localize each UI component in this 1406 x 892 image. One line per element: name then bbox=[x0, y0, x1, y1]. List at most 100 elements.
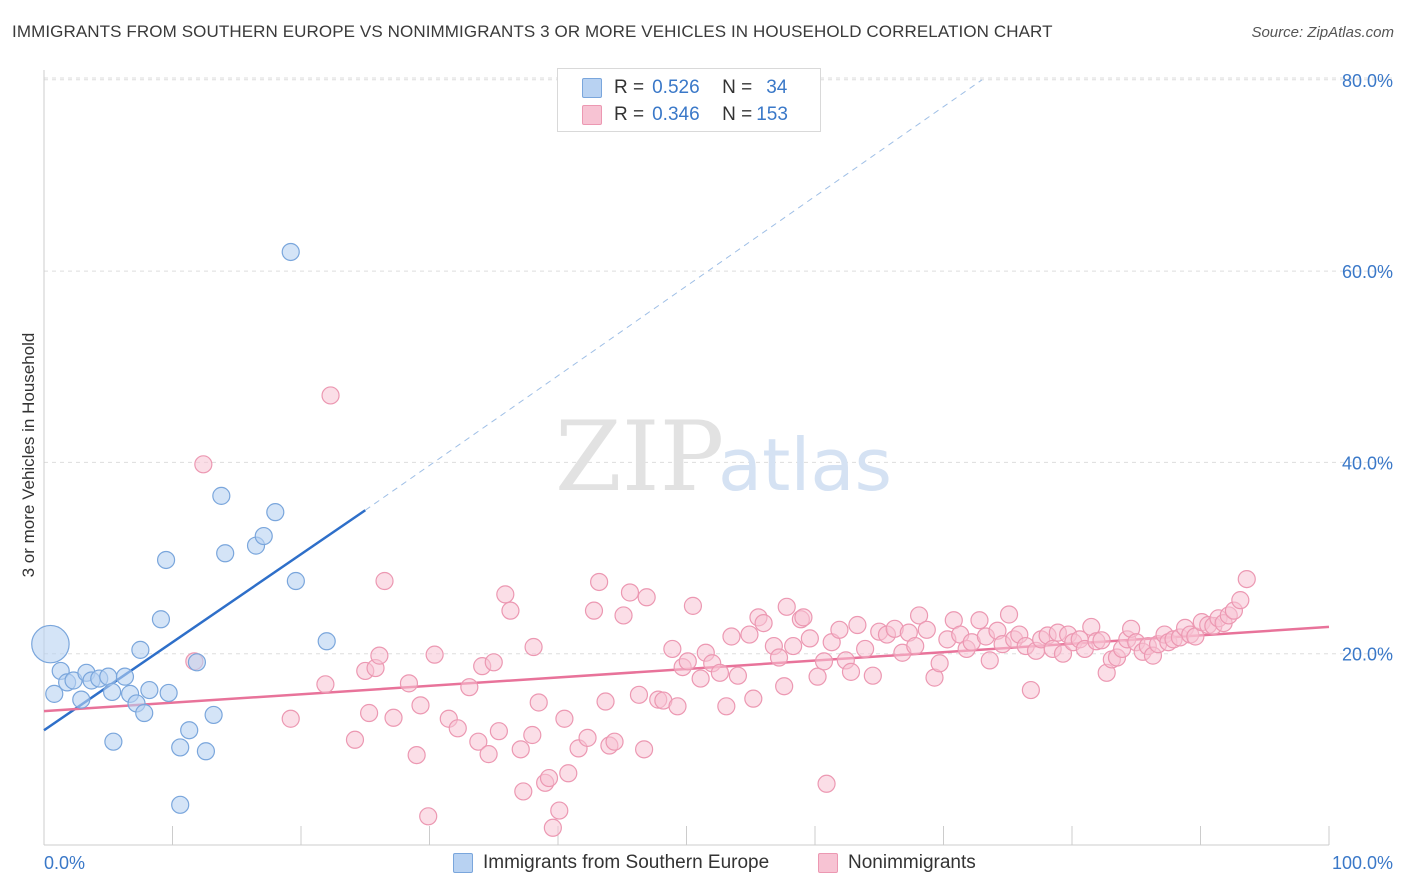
y-tick-label: 40.0% bbox=[1342, 453, 1393, 473]
point-nonimmigrants bbox=[740, 625, 759, 644]
point-nonimmigrants bbox=[559, 764, 578, 783]
point-immigrants bbox=[286, 571, 305, 591]
point-nonimmigrants bbox=[663, 639, 682, 659]
point-nonimmigrants bbox=[596, 692, 615, 711]
point-nonimmigrants bbox=[917, 620, 936, 639]
point-nonimmigrants bbox=[769, 648, 789, 667]
point-nonimmigrants bbox=[605, 732, 624, 751]
point-nonimmigrants bbox=[980, 651, 999, 670]
legend-r-label: R = bbox=[614, 104, 645, 125]
point-immigrants bbox=[180, 721, 199, 740]
point-immigrants bbox=[131, 640, 150, 659]
point-nonimmigrants bbox=[489, 722, 508, 741]
point-immigrants bbox=[281, 242, 300, 262]
point-nonimmigrants bbox=[1231, 591, 1250, 610]
point-nonimmigrants bbox=[808, 667, 827, 686]
point-nonimmigrants bbox=[523, 725, 542, 745]
correlation-legend: R = 0.526 N = 34 R = 0.346 N = 153 bbox=[557, 68, 821, 132]
point-nonimmigrants bbox=[316, 675, 335, 694]
point-nonimmigrants bbox=[194, 455, 213, 474]
point-immigrants bbox=[171, 795, 190, 814]
legend-r-label: R = bbox=[614, 77, 645, 98]
point-nonimmigrants bbox=[384, 708, 403, 727]
legend-n-value: 34 bbox=[766, 77, 788, 98]
point-nonimmigrants bbox=[479, 745, 498, 764]
legend-n-label: N = bbox=[722, 104, 753, 125]
point-nonimmigrants bbox=[345, 730, 365, 749]
point-nonimmigrants bbox=[775, 677, 794, 696]
point-immigrants bbox=[115, 667, 135, 686]
legend-swatch-blue bbox=[582, 78, 602, 98]
point-immigrants bbox=[99, 667, 118, 686]
point-nonimmigrants bbox=[578, 728, 597, 747]
point-nonimmigrants bbox=[590, 572, 609, 592]
point-nonimmigrants bbox=[841, 662, 861, 681]
point-nonimmigrants bbox=[830, 620, 849, 639]
watermark-zip: ZIP bbox=[555, 401, 724, 513]
y-tick-label: 60.0% bbox=[1342, 262, 1393, 282]
gridlines bbox=[44, 77, 1393, 655]
point-nonimmigrants bbox=[425, 645, 444, 664]
point-nonimmigrants bbox=[360, 703, 379, 723]
point-nonimmigrants bbox=[550, 801, 569, 820]
data-points bbox=[31, 242, 1256, 837]
point-immigrants bbox=[254, 526, 273, 546]
point-nonimmigrants bbox=[777, 597, 796, 616]
watermark: ZIP atlas bbox=[555, 401, 892, 513]
legend-row-immigrants: R = 0.526 N = 34 bbox=[582, 77, 787, 99]
y-tick-label: 80.0% bbox=[1342, 71, 1393, 91]
axes bbox=[43, 70, 1330, 846]
legend-n-value: 153 bbox=[756, 104, 788, 125]
point-nonimmigrants bbox=[999, 605, 1019, 624]
point-nonimmigrants bbox=[710, 663, 730, 682]
point-immigrants bbox=[187, 653, 207, 672]
axis-labels: 20.0% 40.0% 60.0% 80.0% 0.0% 100.0% bbox=[44, 71, 1393, 873]
y-tick-label: 20.0% bbox=[1342, 645, 1393, 665]
point-nonimmigrants bbox=[683, 596, 703, 615]
legend-n-label: N = bbox=[722, 77, 753, 98]
point-nonimmigrants bbox=[930, 654, 949, 673]
point-nonimmigrants bbox=[543, 818, 562, 837]
x-tick-label: 0.0% bbox=[44, 853, 85, 873]
point-nonimmigrants bbox=[399, 674, 419, 693]
source-credit: Source: ZipAtlas.com bbox=[1251, 24, 1394, 41]
point-nonimmigrants bbox=[678, 652, 697, 671]
point-nonimmigrants bbox=[906, 636, 925, 656]
legend-item-nonimmigrants: Nonimmigrants bbox=[818, 852, 976, 874]
point-nonimmigrants bbox=[375, 571, 394, 591]
point-immigrants bbox=[31, 624, 70, 664]
point-immigrants bbox=[196, 742, 216, 761]
point-nonimmigrants bbox=[514, 782, 533, 801]
point-nonimmigrants bbox=[722, 627, 741, 646]
point-nonimmigrants bbox=[281, 709, 300, 728]
trend-line-immigrants-extension bbox=[364, 79, 983, 511]
legend-swatch-pink bbox=[818, 853, 838, 873]
point-nonimmigrants bbox=[555, 709, 574, 728]
point-immigrants bbox=[72, 690, 91, 709]
point-nonimmigrants bbox=[691, 669, 710, 688]
legend-r-value: 0.346 bbox=[652, 104, 700, 125]
point-nonimmigrants bbox=[848, 615, 867, 635]
point-immigrants bbox=[204, 705, 223, 725]
legend-label-immigrants: Immigrants from Southern Europe bbox=[483, 852, 770, 873]
point-nonimmigrants bbox=[496, 585, 515, 604]
point-nonimmigrants bbox=[620, 583, 640, 602]
point-nonimmigrants bbox=[794, 608, 813, 627]
point-nonimmigrants bbox=[634, 740, 654, 759]
point-nonimmigrants bbox=[419, 807, 438, 826]
point-nonimmigrants bbox=[744, 689, 763, 708]
point-immigrants bbox=[151, 610, 171, 629]
legend-label-nonimmigrants: Nonimmigrants bbox=[848, 852, 976, 873]
point-nonimmigrants bbox=[448, 719, 467, 738]
point-nonimmigrants bbox=[584, 601, 604, 620]
legend-item-immigrants: Immigrants from Southern Europe bbox=[453, 852, 769, 874]
point-nonimmigrants bbox=[469, 732, 488, 751]
point-nonimmigrants bbox=[784, 636, 803, 656]
point-nonimmigrants bbox=[856, 639, 875, 659]
chart-title: IMMIGRANTS FROM SOUTHERN EUROPE VS NONIM… bbox=[12, 22, 1053, 41]
point-nonimmigrants bbox=[637, 588, 656, 607]
point-immigrants bbox=[103, 682, 122, 702]
watermark-atlas: atlas bbox=[718, 423, 892, 507]
point-nonimmigrants bbox=[370, 646, 389, 665]
